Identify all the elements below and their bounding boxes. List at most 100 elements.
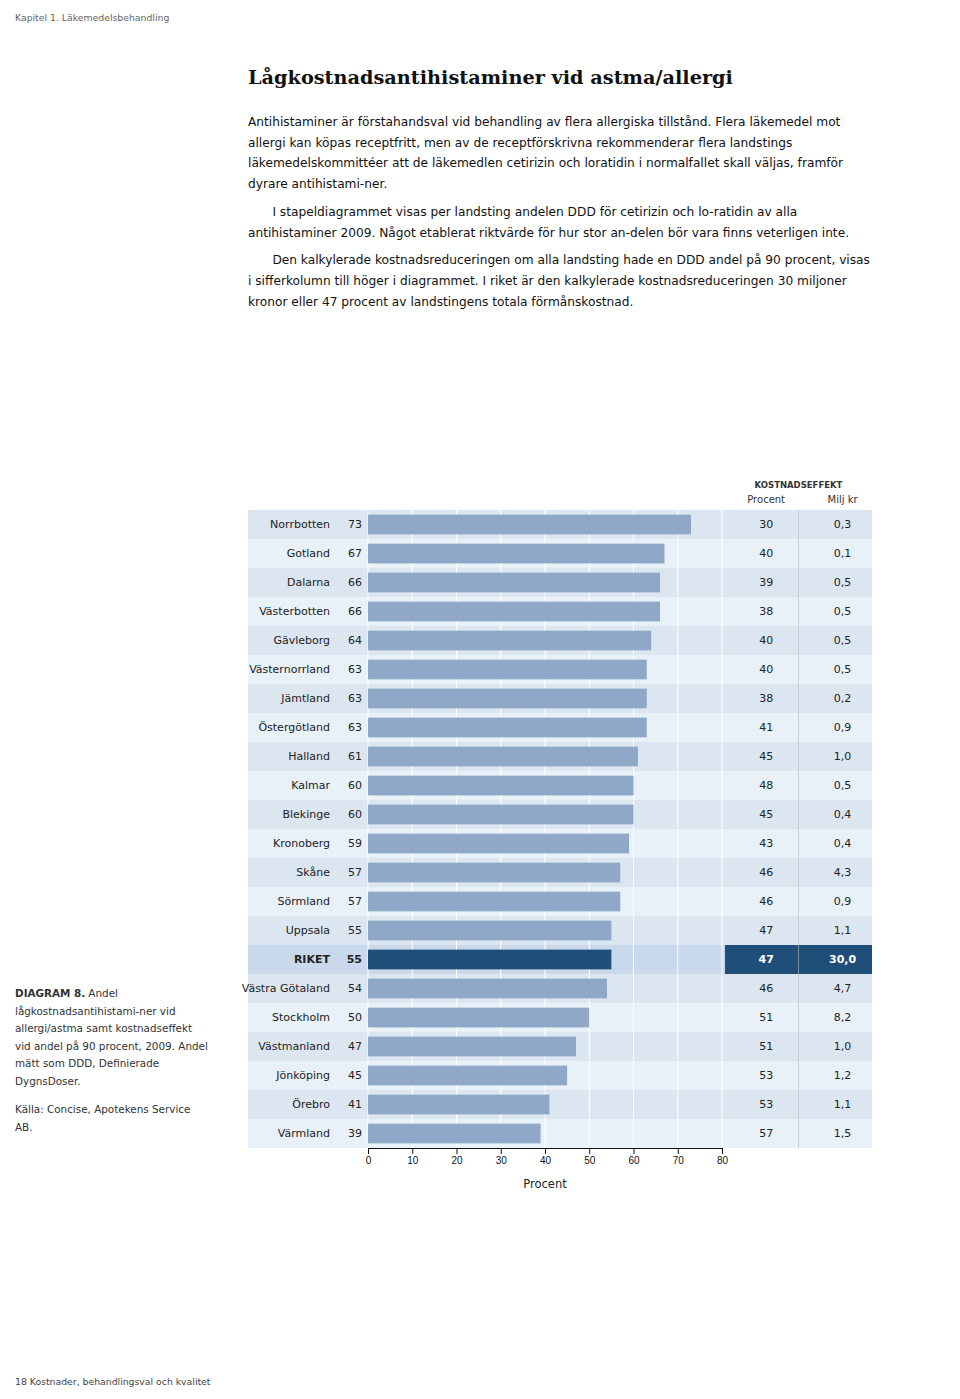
- data-label: 39: [348, 1127, 362, 1140]
- category-label: Jönköping: [275, 1069, 330, 1082]
- row-background: [248, 1003, 725, 1032]
- caption-text: DIAGRAM 8.Andel lågkostnadsantihistami-n…: [15, 985, 210, 1090]
- table-cell: 53: [759, 1098, 773, 1111]
- row-background: [248, 887, 725, 916]
- table-cell: 47: [759, 953, 774, 966]
- data-label: 55: [347, 953, 362, 966]
- bar: [368, 863, 620, 883]
- data-label: 64: [348, 634, 362, 647]
- row-background: [248, 858, 725, 887]
- bar: [368, 1008, 589, 1028]
- x-tick-label: 10: [407, 1155, 419, 1166]
- grid-line: [722, 510, 723, 1148]
- x-tick-mark: [678, 1148, 679, 1154]
- x-tick-mark: [368, 1148, 369, 1154]
- category-label: Västra Götaland: [242, 982, 330, 995]
- category-label: Örebro: [292, 1098, 330, 1111]
- table-cell: 38: [759, 692, 773, 705]
- table-cell: 1,5: [834, 1127, 852, 1140]
- x-tick-label: 30: [496, 1155, 508, 1166]
- category-label: Kalmar: [291, 779, 330, 792]
- row-background: [248, 771, 725, 800]
- bar: [368, 1066, 567, 1086]
- row-background: [248, 1032, 725, 1061]
- category-label: Gotland: [287, 547, 330, 560]
- table-cell: 1,0: [834, 750, 852, 763]
- table-column-header: Procent: [747, 494, 785, 505]
- x-tick-label: 0: [366, 1155, 372, 1166]
- x-tick: 10: [407, 1148, 419, 1166]
- bar: [368, 1095, 549, 1115]
- table-cell: 0,2: [834, 692, 852, 705]
- row-backgrounds: [248, 510, 872, 1148]
- category-label: Sörmland: [277, 895, 330, 908]
- x-tick-label: 60: [628, 1155, 640, 1166]
- row-background: [248, 510, 725, 539]
- data-label: 50: [348, 1011, 362, 1024]
- row-background: [248, 684, 725, 713]
- bar: [368, 950, 611, 970]
- table-divider: [798, 510, 799, 1148]
- x-tick-mark: [545, 1148, 546, 1154]
- bar: [368, 805, 634, 825]
- table-cell: 57: [759, 1127, 773, 1140]
- bar: [368, 631, 651, 651]
- x-tick: 40: [540, 1148, 552, 1166]
- bar: [368, 1124, 541, 1144]
- table-cell: 40: [759, 547, 773, 560]
- category-label: RIKET: [294, 953, 331, 966]
- bar: [368, 747, 638, 767]
- bar: [368, 1037, 576, 1057]
- data-label: 41: [348, 1098, 362, 1111]
- bar: [368, 834, 629, 854]
- data-label: 63: [348, 692, 362, 705]
- bar: [368, 573, 660, 593]
- row-background: [248, 945, 725, 974]
- data-label: 57: [348, 895, 362, 908]
- x-tick: 20: [451, 1148, 463, 1166]
- data-label: 54: [348, 982, 362, 995]
- table-cell: 0,5: [834, 605, 852, 618]
- data-label: 66: [348, 605, 362, 618]
- x-tick-mark: [722, 1148, 723, 1154]
- x-tick-mark: [634, 1148, 635, 1154]
- row-background: [248, 742, 725, 771]
- row-background: [248, 713, 725, 742]
- table-cell: 0,9: [834, 721, 852, 734]
- category-label: Västernorrland: [249, 663, 330, 676]
- data-label: 55: [348, 924, 362, 937]
- bars: [368, 515, 691, 1144]
- data-label: 57: [348, 866, 362, 879]
- table-cell: 1,1: [834, 1098, 852, 1111]
- body-paragraph: Antihistaminer är förstahandsval vid beh…: [248, 112, 872, 195]
- x-tick-mark: [457, 1148, 458, 1154]
- x-tick-label: 70: [673, 1155, 685, 1166]
- table-cell: 1,0: [834, 1040, 852, 1053]
- table-cell: 0,9: [834, 895, 852, 908]
- data-label: 73: [348, 518, 362, 531]
- category-label: Halland: [288, 750, 330, 763]
- table-cell: 41: [759, 721, 773, 734]
- x-tick: 0: [366, 1148, 372, 1166]
- data-label: 67: [348, 547, 362, 560]
- table-cell: 46: [759, 866, 773, 879]
- table-cell: 0,4: [834, 808, 852, 821]
- data-label: 60: [348, 779, 362, 792]
- data-label: 47: [348, 1040, 362, 1053]
- category-label: Stockholm: [272, 1011, 330, 1024]
- table-cell: 30: [759, 518, 773, 531]
- category-label: Västmanland: [258, 1040, 330, 1053]
- x-tick-mark: [412, 1148, 413, 1154]
- x-tick-label: 80: [717, 1155, 729, 1166]
- category-label: Dalarna: [287, 576, 330, 589]
- bar: [368, 689, 647, 709]
- grid-line: [677, 510, 678, 1148]
- bar: [368, 979, 607, 999]
- table-cell: 47: [759, 924, 773, 937]
- category-label: Östergötland: [258, 721, 330, 734]
- table-cell: 4,7: [834, 982, 852, 995]
- row-background: [248, 829, 725, 858]
- table-cell: 43: [759, 837, 773, 850]
- row-background: [248, 626, 725, 655]
- table-cell: 0,3: [834, 518, 852, 531]
